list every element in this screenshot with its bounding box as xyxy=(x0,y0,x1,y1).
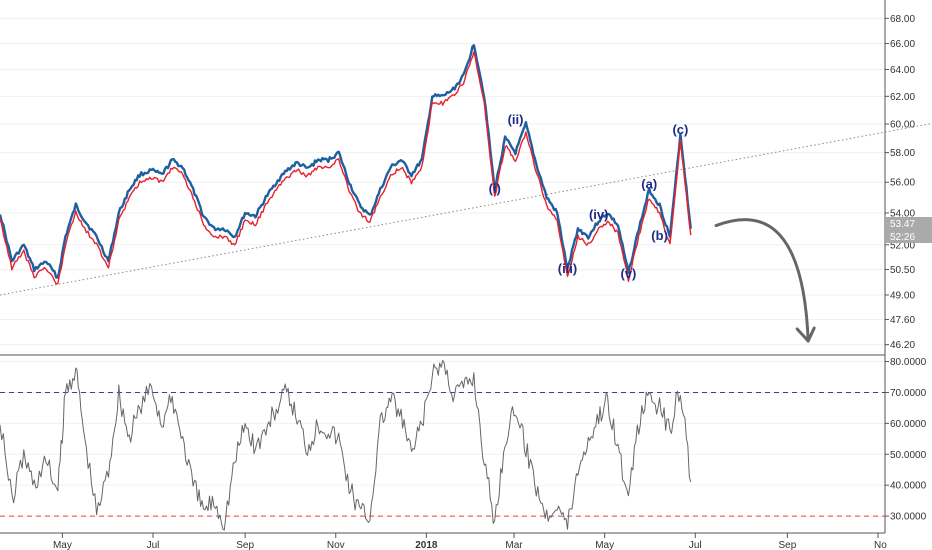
price-tick-label: 58.00 xyxy=(890,148,915,159)
price-panel xyxy=(0,17,885,346)
price-badge-text: 53.47 xyxy=(890,219,915,230)
projection-arrow xyxy=(714,218,810,343)
time-tick-label: 2018 xyxy=(415,540,438,550)
wave-label: (b) xyxy=(651,228,668,243)
price-tick-label: 54.00 xyxy=(890,208,915,219)
time-tick-label: Nov xyxy=(327,540,345,550)
price-badge-box xyxy=(886,217,932,230)
oscillator-tick-label: 80.0000 xyxy=(890,357,927,368)
wave-label: (iii) xyxy=(558,261,578,276)
price-series-layer: (i) (ii) (iii) (iv) (v) (a) (b) (c) xyxy=(0,44,932,343)
price-tick-label: 52.00 xyxy=(890,240,915,251)
time-tick-label: Jul xyxy=(689,540,702,550)
time-tick-label: May xyxy=(53,540,72,550)
oscillator-tick-label: 60.0000 xyxy=(890,419,927,430)
axis-layer: 46.20 47.60 49.00 50.50 52.00 54.00 56.00 58.00… xyxy=(53,14,927,550)
oscillator-tick-label: 40.0000 xyxy=(890,481,927,492)
wave-label: (v) xyxy=(620,266,636,281)
price-tick-label: 62.00 xyxy=(890,92,915,103)
time-badge: 52:26 xyxy=(886,230,932,243)
time-badge-text: 52:26 xyxy=(890,232,915,243)
oscillator-tick-label: 30.0000 xyxy=(890,512,927,523)
time-tick-label: Sep xyxy=(236,540,254,550)
price-tick-label: 60.00 xyxy=(890,119,915,130)
price-badge: 53.47 xyxy=(886,217,932,230)
time-tick-label: May xyxy=(595,540,614,550)
price-tick-label: 64.00 xyxy=(890,65,915,76)
time-badge-box xyxy=(886,230,932,243)
wave-label: (a) xyxy=(641,176,657,191)
wave-label: (c) xyxy=(672,122,688,137)
price-tick-label: 56.00 xyxy=(890,178,915,189)
oscillator-tick-label: 70.0000 xyxy=(890,388,927,399)
oscillator-tick-label: 50.0000 xyxy=(890,450,927,461)
price-tick-label: 49.00 xyxy=(890,290,915,301)
price-tick-label: 68.00 xyxy=(890,14,915,25)
price-series-red-line xyxy=(0,51,692,285)
time-tick-label: No xyxy=(874,540,887,550)
price-series-blue-line xyxy=(0,44,692,279)
oscillator-series-layer xyxy=(0,359,885,531)
wave-label: (i) xyxy=(489,181,501,196)
price-tick-label: 47.60 xyxy=(890,315,915,326)
price-tick-label: 50.50 xyxy=(890,265,915,276)
oscillator-series-line xyxy=(0,359,692,531)
wave-label: (ii) xyxy=(508,112,524,127)
time-tick-label: Mar xyxy=(505,540,523,550)
time-tick-label: Jul xyxy=(147,540,160,550)
price-tick-label: 66.00 xyxy=(890,39,915,50)
price-tick-label: 46.20 xyxy=(890,340,915,351)
time-tick-label: Sep xyxy=(778,540,796,550)
wave-label: (iv) xyxy=(589,207,609,222)
projection-arrow-head xyxy=(795,326,816,343)
